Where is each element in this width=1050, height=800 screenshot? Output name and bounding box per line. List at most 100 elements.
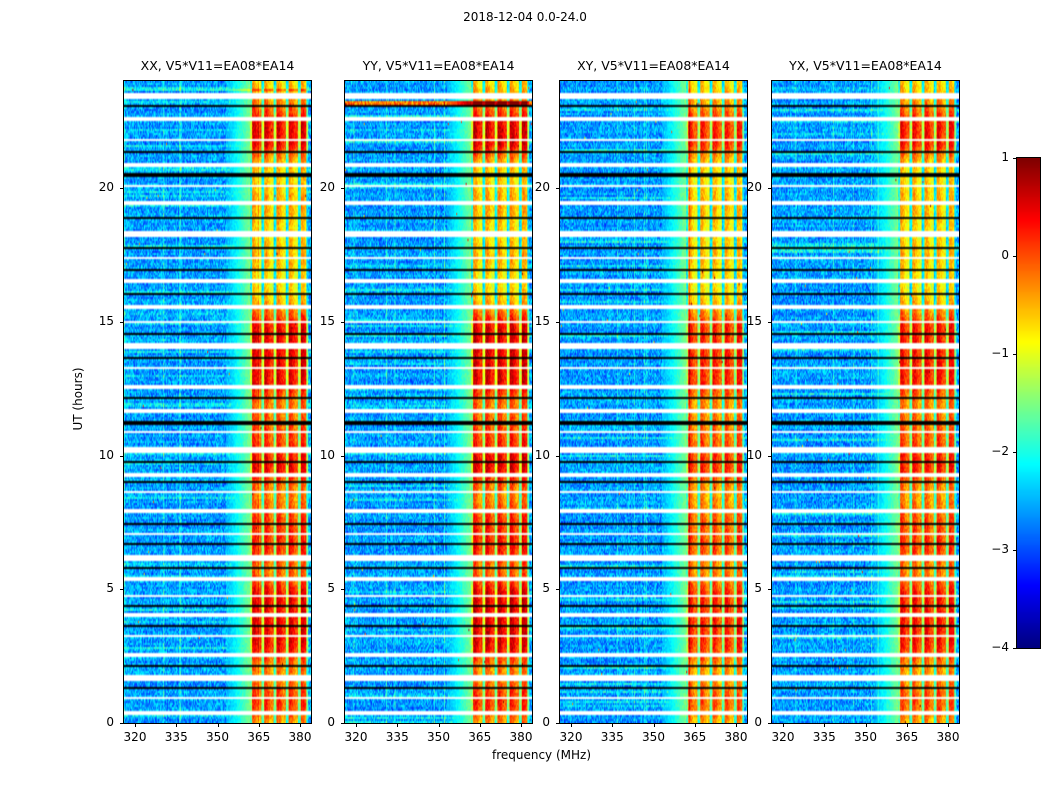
spectrogram-image-xx: [124, 81, 311, 723]
x-tick-label: 320: [771, 730, 795, 744]
y-tick-label: 15: [98, 313, 114, 328]
x-tick-label: 350: [206, 730, 229, 744]
x-tick-mark: [218, 723, 219, 727]
x-axis-label: frequency (MHz): [491, 748, 592, 762]
colorbar-tick-label: 1: [1001, 150, 1009, 164]
spectrogram-panel-xy: [559, 80, 748, 724]
x-tick-label: 380: [288, 730, 312, 744]
spectrogram-image-xy: [560, 81, 747, 723]
spectrogram-image-yy: [345, 81, 532, 723]
y-axis-label: UT (hours): [71, 367, 85, 431]
colorbar-tick-label: 0: [1001, 248, 1009, 262]
y-tick-label: 0: [106, 715, 114, 729]
x-tick-mark: [612, 723, 613, 727]
y-tick-label: 10: [98, 447, 114, 462]
y-tick-label: 5: [542, 581, 550, 596]
panel-title-yx: YX, V5*V11=EA08*EA14: [789, 58, 942, 73]
x-tick-mark: [176, 723, 177, 727]
x-tick-mark: [356, 723, 357, 727]
y-tick-mark: [341, 723, 345, 724]
figure-suptitle: 2018-12-04 0.0-24.0: [463, 10, 587, 24]
y-tick-label: 15: [319, 313, 335, 328]
x-tick-label: 335: [812, 730, 836, 744]
x-tick-mark: [439, 723, 440, 727]
x-tick-mark: [695, 723, 696, 727]
x-tick-label: 320: [559, 730, 583, 744]
y-tick-label: 0: [754, 715, 762, 729]
y-tick-mark: [556, 322, 560, 323]
x-tick-label: 365: [247, 730, 271, 744]
colorbar-tick-mark: [1013, 256, 1017, 257]
y-tick-label: 10: [746, 447, 762, 462]
x-tick-label: 350: [427, 730, 450, 744]
spectrogram-panel-yx: [771, 80, 960, 724]
colorbar: [1016, 157, 1041, 649]
x-tick-mark: [866, 723, 867, 727]
x-tick-mark: [259, 723, 260, 727]
colorbar-tick-mark: [1013, 550, 1017, 551]
y-tick-mark: [120, 723, 124, 724]
x-tick-label: 380: [509, 730, 533, 744]
colorbar-tick-label: −3: [991, 542, 1009, 556]
y-tick-mark: [120, 188, 124, 189]
colorbar-tick-mark: [1013, 354, 1017, 355]
x-tick-mark: [783, 723, 784, 727]
x-tick-label: 365: [683, 730, 707, 744]
y-tick-mark: [341, 589, 345, 590]
panel-title-yy: YY, V5*V11=EA08*EA14: [362, 58, 515, 73]
y-tick-mark: [120, 456, 124, 457]
colorbar-gradient: [1017, 158, 1040, 648]
x-tick-mark: [907, 723, 908, 727]
x-tick-mark: [948, 723, 949, 727]
x-tick-mark: [571, 723, 572, 727]
y-tick-label: 5: [754, 581, 762, 596]
spectrogram-panel-yy: [344, 80, 533, 724]
y-tick-label: 15: [534, 313, 550, 328]
y-tick-mark: [341, 188, 345, 189]
y-tick-label: 20: [319, 180, 335, 194]
x-tick-label: 365: [895, 730, 919, 744]
y-tick-mark: [768, 456, 772, 457]
x-tick-label: 335: [164, 730, 188, 744]
y-tick-mark: [341, 456, 345, 457]
x-tick-label: 320: [123, 730, 147, 744]
y-tick-label: 20: [746, 180, 762, 194]
x-tick-label: 335: [600, 730, 624, 744]
y-tick-label: 20: [534, 180, 550, 194]
y-tick-label: 20: [98, 180, 114, 194]
x-tick-mark: [300, 723, 301, 727]
y-tick-mark: [556, 723, 560, 724]
y-tick-mark: [556, 589, 560, 590]
y-tick-label: 10: [319, 447, 335, 462]
x-tick-mark: [824, 723, 825, 727]
y-tick-label: 15: [746, 313, 762, 328]
y-tick-mark: [120, 589, 124, 590]
colorbar-tick-label: −1: [991, 346, 1009, 360]
x-tick-label: 380: [724, 730, 748, 744]
colorbar-tick-mark: [1013, 452, 1017, 453]
panel-title-xy: XY, V5*V11=EA08*EA14: [577, 58, 730, 73]
x-tick-mark: [654, 723, 655, 727]
colorbar-tick-label: −2: [991, 444, 1009, 458]
y-tick-mark: [556, 188, 560, 189]
y-tick-label: 0: [542, 715, 550, 729]
colorbar-tick-mark: [1013, 158, 1017, 159]
x-tick-label: 365: [468, 730, 492, 744]
y-tick-mark: [768, 322, 772, 323]
colorbar-tick-label: −4: [991, 640, 1009, 654]
panel-title-xx: XX, V5*V11=EA08*EA14: [140, 58, 295, 73]
y-tick-label: 10: [534, 447, 550, 462]
spectrogram-image-yx: [772, 81, 959, 723]
y-tick-label: 5: [327, 581, 335, 596]
x-tick-label: 350: [642, 730, 665, 744]
x-tick-mark: [521, 723, 522, 727]
y-tick-mark: [341, 322, 345, 323]
x-tick-mark: [135, 723, 136, 727]
x-tick-label: 335: [385, 730, 409, 744]
y-tick-mark: [768, 589, 772, 590]
y-tick-label: 0: [327, 715, 335, 729]
colorbar-tick-mark: [1013, 648, 1017, 649]
x-tick-mark: [480, 723, 481, 727]
x-tick-label: 350: [854, 730, 877, 744]
